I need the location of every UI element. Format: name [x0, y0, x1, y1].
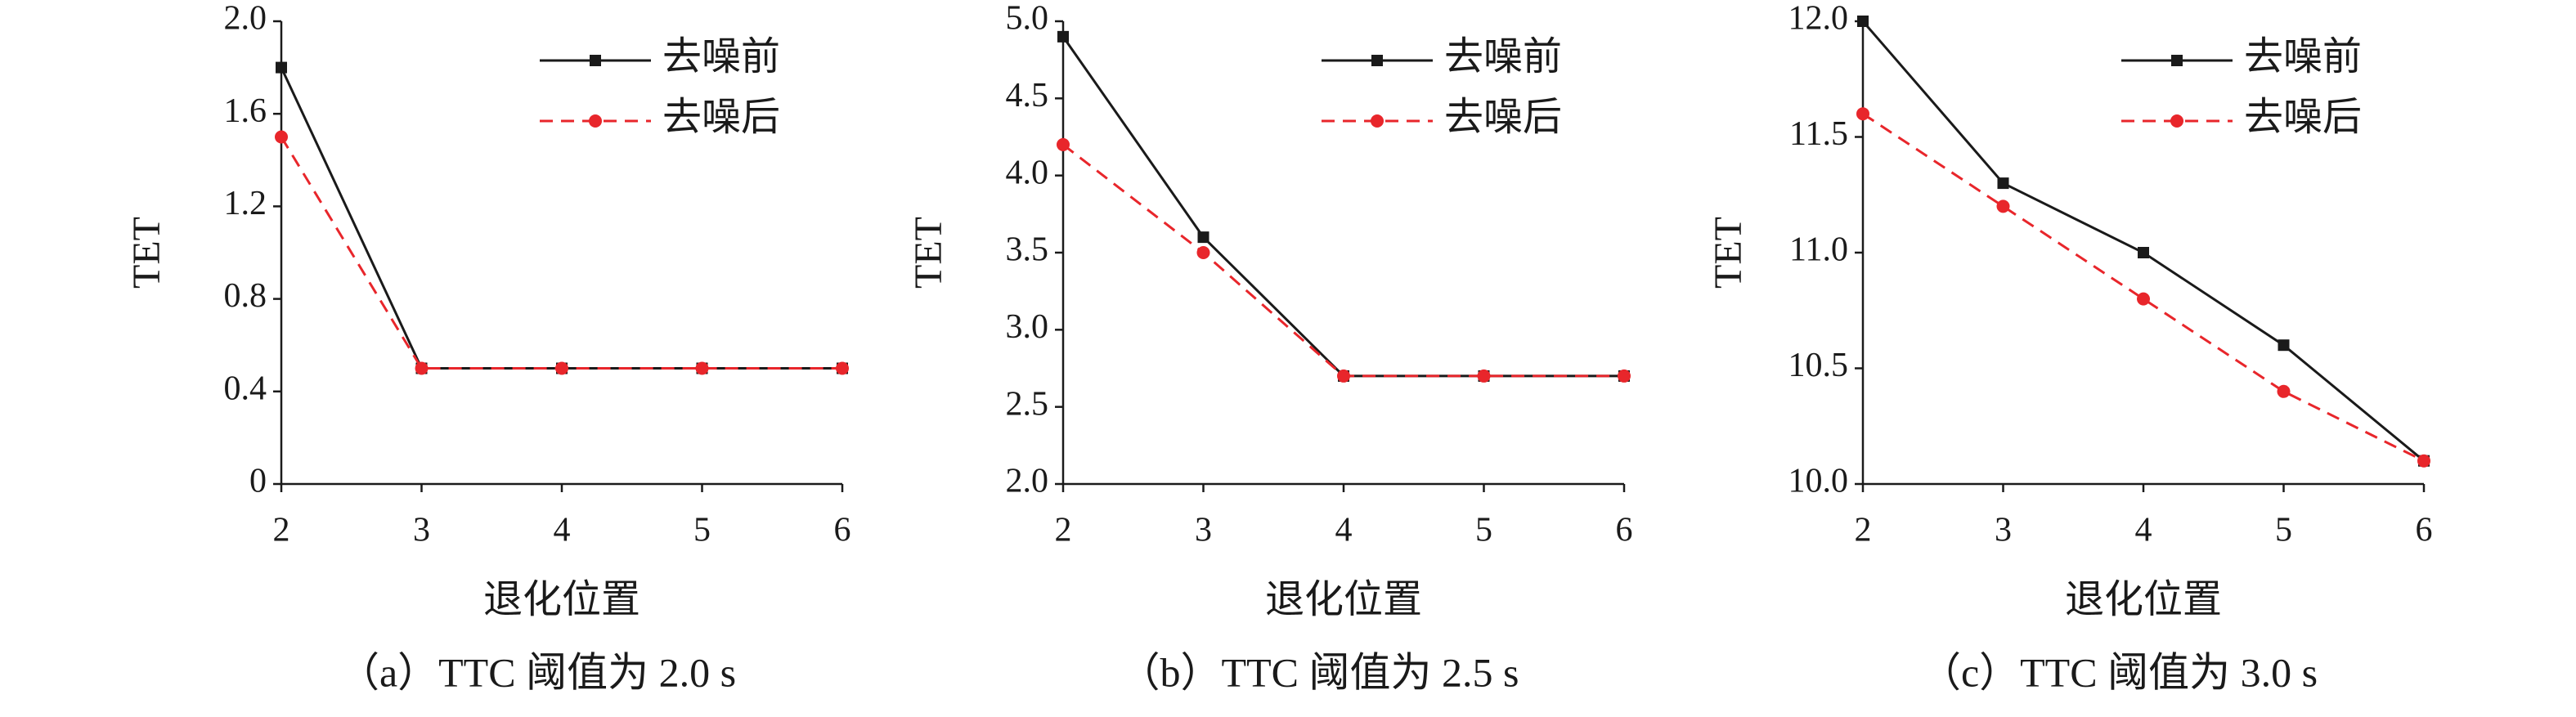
marker [2278, 339, 2290, 352]
x-tick-label: 4 [2135, 512, 2152, 549]
y-tick-label: 2.0 [1006, 463, 1049, 500]
y-tick-label: 4.0 [1006, 154, 1049, 191]
y-tick-label: 0 [249, 463, 267, 500]
y-tick-label: 4.5 [1006, 77, 1049, 114]
caption: （b）TTC 阈值为 2.5 s [1120, 649, 1519, 695]
x-tick-label: 2 [273, 512, 290, 549]
marker [590, 55, 601, 66]
x-tick-label: 5 [2275, 512, 2292, 549]
y-tick-label: 11.0 [1789, 231, 1848, 269]
y-tick-label: 2.0 [224, 0, 267, 38]
marker [2170, 114, 2183, 128]
y-tick-label: 3.0 [1006, 308, 1049, 346]
marker [1856, 107, 1869, 121]
marker [2171, 55, 2183, 66]
y-axis-label: TET [907, 217, 950, 289]
x-tick-label: 3 [413, 512, 430, 549]
series-line [1061, 36, 1624, 378]
marker [1057, 30, 1069, 43]
series-line [1862, 112, 2425, 463]
marker [2137, 292, 2150, 306]
marker [1371, 55, 1383, 66]
x-tick-label: 5 [693, 512, 711, 549]
x-axis-label: 退化位置 [1265, 578, 1422, 621]
y-tick-label: 0.8 [224, 277, 267, 315]
marker [836, 361, 849, 375]
marker [1197, 231, 1209, 244]
x-tick-label: 2 [1855, 512, 1872, 549]
y-axis-label: TET [125, 217, 168, 289]
x-tick-label: 4 [1335, 512, 1353, 549]
marker [1057, 137, 1070, 151]
marker [1997, 177, 2009, 190]
y-tick-label: 11.5 [1789, 115, 1848, 153]
marker [276, 61, 287, 74]
marker [1857, 16, 1869, 27]
series-line [1861, 20, 2425, 462]
marker [1477, 369, 1491, 383]
marker [1996, 199, 2010, 213]
y-tick-label: 1.2 [224, 185, 267, 222]
y-tick-label: 0.4 [224, 370, 267, 407]
y-tick-label: 2.5 [1006, 385, 1049, 423]
marker [415, 361, 429, 375]
series-line [1062, 143, 1624, 378]
x-tick-label: 6 [2416, 512, 2433, 549]
x-axis-label: 退化位置 [483, 578, 640, 621]
y-axis-label: TET [1707, 217, 1750, 289]
legend-label: 去噪前 [662, 35, 780, 78]
y-tick-label: 5.0 [1006, 0, 1049, 38]
marker [2417, 454, 2430, 468]
series-line [280, 136, 842, 370]
caption: （a）TTC 阈值为 2.0 s [339, 649, 736, 695]
x-axis-label: 退化位置 [2065, 578, 2222, 621]
y-tick-label: 1.6 [224, 92, 267, 130]
caption: （c）TTC 阈值为 3.0 s [1920, 649, 2318, 695]
marker [2138, 247, 2149, 258]
marker [1618, 369, 1631, 383]
chart: 10.0 10.5 11.0 11.5 12.0 2 3 4 5 6 退化位置 （c）TTC 阈值为 … [1707, 0, 2432, 695]
marker [1196, 246, 1210, 259]
y-tick-label: 3.5 [1006, 231, 1049, 269]
x-tick-label: 3 [1195, 512, 1212, 549]
x-tick-label: 4 [554, 512, 571, 549]
legend-label: 去噪后 [1444, 96, 1562, 139]
x-tick-label: 6 [1616, 512, 1633, 549]
x-tick-label: 6 [834, 512, 851, 549]
y-tick-label: 12.0 [1788, 0, 1849, 38]
legend-label: 去噪后 [662, 96, 780, 139]
marker [589, 114, 602, 128]
marker [2277, 384, 2291, 398]
x-tick-label: 3 [1995, 512, 2012, 549]
marker [275, 130, 288, 144]
x-tick-label: 5 [1475, 512, 1492, 549]
y-tick-label: 10.5 [1788, 347, 1849, 384]
y-tick-label: 10.0 [1788, 463, 1849, 500]
chart: 0 0.4 0.8 1.2 1.6 2.0 2 3 4 5 6 退化位置 （a）TTC 阈值为 2.0 … [125, 0, 850, 695]
legend-label: 去噪前 [2244, 35, 2362, 78]
x-tick-label: 2 [1055, 512, 1072, 549]
legend-label: 去噪前 [1444, 35, 1562, 78]
chart: 2.0 2.5 3.0 3.5 4.0 4.5 5.0 2 3 4 5 6 退化位置 （b）TTC 阈值为… [907, 0, 1632, 695]
marker [1337, 369, 1350, 383]
marker [1371, 114, 1384, 128]
marker [555, 361, 568, 375]
marker [695, 361, 709, 375]
legend-label: 去噪后 [2244, 96, 2362, 139]
